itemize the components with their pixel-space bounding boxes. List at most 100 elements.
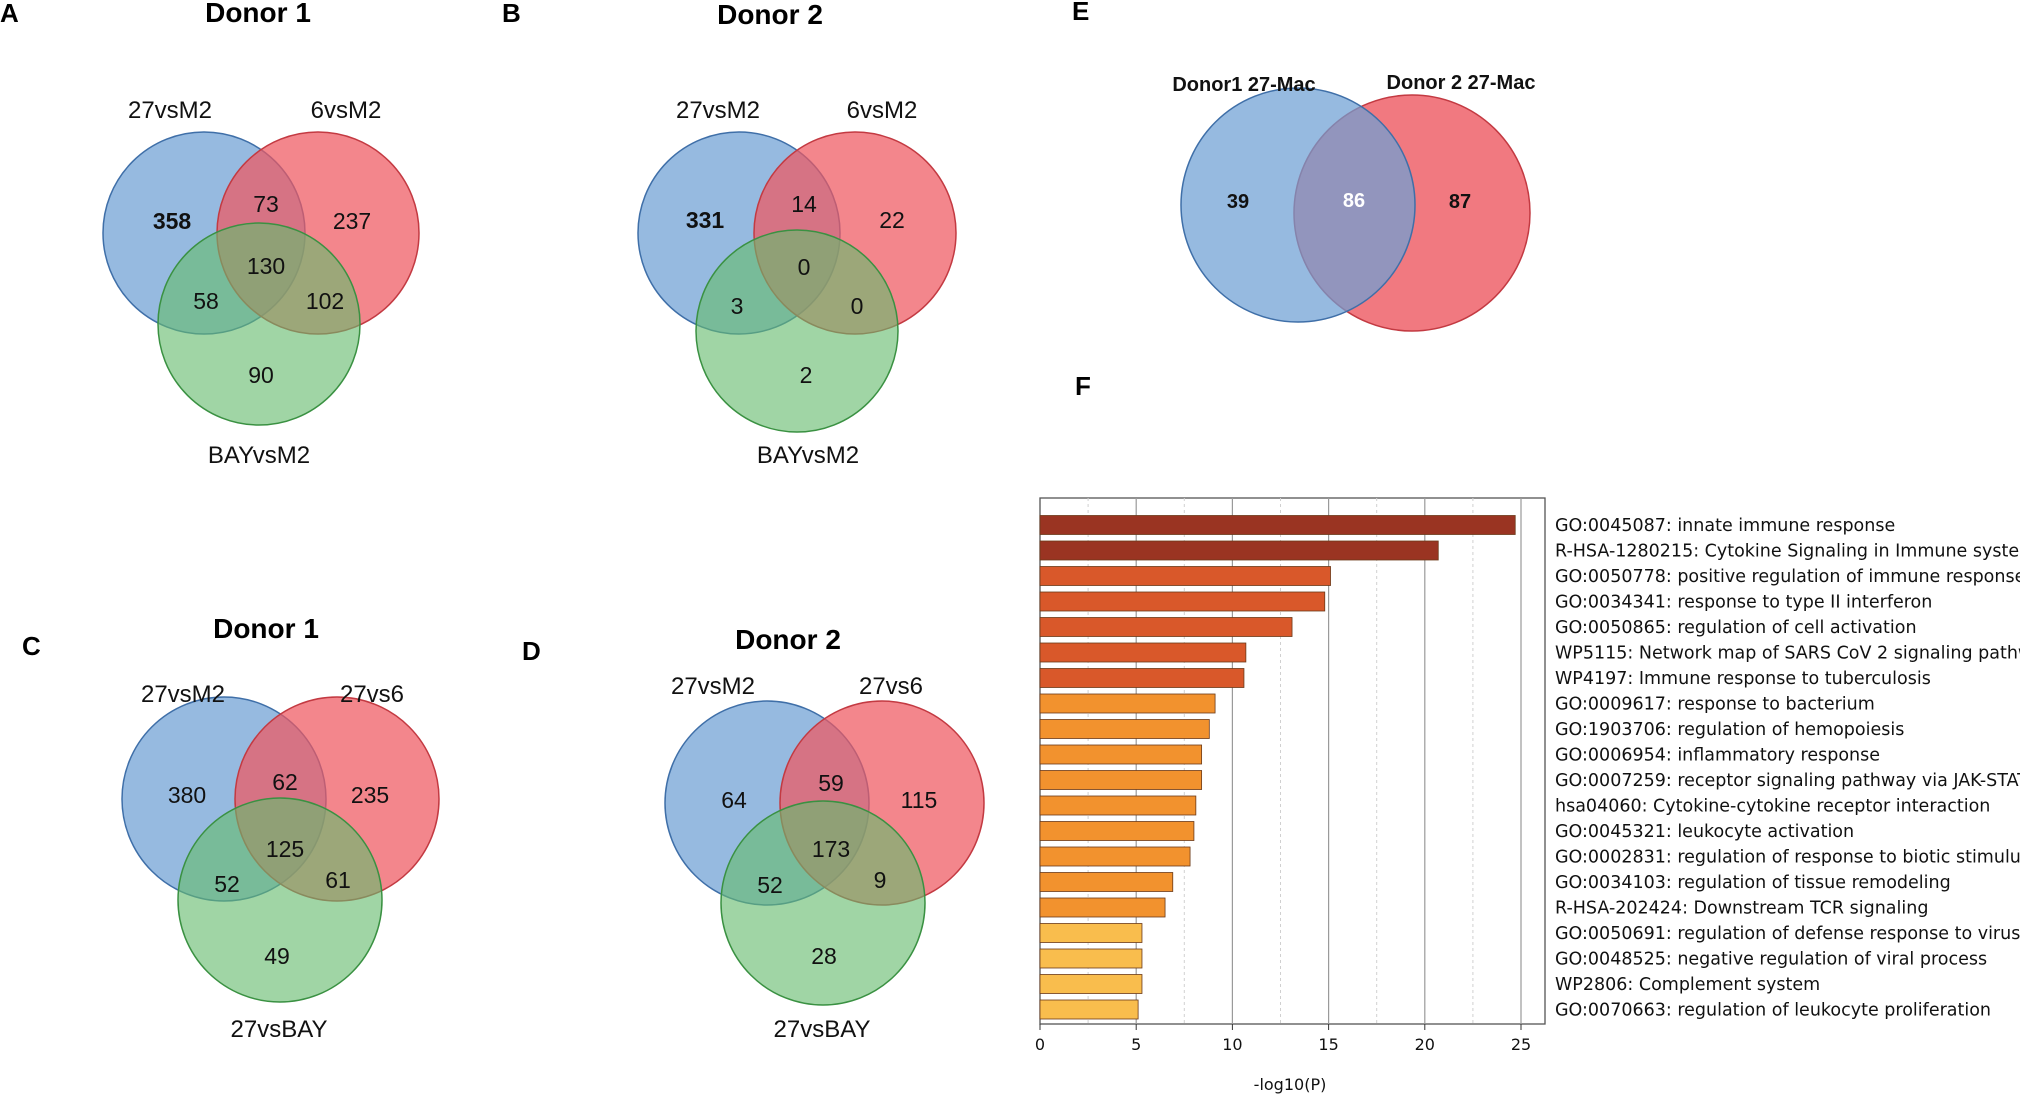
venn-a-region-1-2: 73	[253, 191, 279, 217]
x-tick-label: 10	[1222, 1035, 1242, 1054]
panel-label-e: E	[1072, 0, 1089, 26]
venn-b-region-1-2-3: 0	[798, 254, 811, 280]
venn-c-set1-label: 27vsM2	[141, 681, 225, 708]
category-label: WP2806: Complement system	[1555, 975, 1820, 995]
venn-c-region-only3: 49	[264, 943, 290, 969]
category-label: GO:0034341: response to type II interfer…	[1555, 593, 1932, 613]
bar	[1039, 770, 1203, 790]
bar	[1039, 515, 1516, 535]
bar	[1039, 846, 1191, 867]
category-label: GO:0050778: positive regulation of immun…	[1555, 567, 2020, 587]
venn-b-set3-label: BAYvsM2	[757, 442, 859, 469]
category-label: GO:0009617: response to bacterium	[1555, 695, 1875, 715]
category-label: GO:0070663: regulation of leukocyte prol…	[1555, 1001, 1991, 1021]
venn-a-circle-set3	[157, 222, 361, 426]
venn-c-region-only2: 235	[351, 782, 389, 808]
venn-c-region-1-2-3: 125	[266, 836, 304, 862]
bar	[1039, 999, 1139, 1020]
venn-a-region-1-3: 58	[193, 288, 219, 314]
category-label: GO:0048525: negative regulation of viral…	[1555, 950, 1987, 970]
venn-b-set2-label: 6vsM2	[847, 97, 918, 124]
x-tick-label: 0	[1035, 1035, 1045, 1054]
venn-d-set2-label: 27vs6	[859, 673, 923, 700]
panel-label-a: A	[0, 0, 19, 28]
bar	[1039, 642, 1247, 663]
bar	[1039, 923, 1143, 943]
category-label: GO:0045087: innate immune response	[1555, 516, 1895, 536]
venn-c-set2-label: 27vs6	[340, 681, 404, 708]
venn-c-circle-set3	[177, 797, 383, 1003]
venn-d-region-only3: 28	[811, 943, 837, 969]
category-label: R-HSA-1280215: Cytokine Signaling in Imm…	[1555, 542, 2020, 562]
venn-a-set1-label: 27vsM2	[128, 97, 212, 124]
venn-a-region-2-3: 102	[306, 288, 344, 314]
panel-label-b: B	[502, 0, 521, 28]
venn-b-circle-set3	[695, 229, 899, 433]
venn-d-region-only2: 115	[901, 787, 938, 813]
venn-b-region-1-2: 14	[791, 191, 817, 217]
venn-d-region-1-2-3: 173	[812, 836, 850, 862]
venn-e-set2-label: Donor 2 27-Mac	[1387, 72, 1536, 94]
venn-e-region-only2: 87	[1449, 191, 1471, 213]
bar-chart-f: GO:0045087: innate immune response R-HSA-…	[1035, 497, 2020, 1094]
bar	[1039, 566, 1331, 586]
venn-panel-a: Donor 1 27vsM2 6vsM2 BAYvsM2 358 73 237 …	[102, 0, 420, 469]
venn-d-region-only1: 64	[721, 787, 747, 813]
bar	[1039, 795, 1197, 816]
venn-c-set3-label: 27vsBAY	[231, 1016, 328, 1043]
venn-b-region-only3: 2	[800, 362, 813, 388]
panel-label-d: D	[522, 636, 541, 666]
bar	[1039, 668, 1245, 688]
bar	[1039, 948, 1143, 969]
category-label: GO:0045321: leukocyte activation	[1555, 822, 1854, 842]
venn-b-region-only1: 331	[686, 207, 725, 233]
venn-c-region-1-2: 62	[272, 769, 298, 795]
venn-a-region-1-2-3: 130	[247, 253, 285, 279]
venn-panel-d: Donor 2 27vsM2 27vs6 27vsBAY 64 59 115 1…	[664, 624, 985, 1043]
bar	[1039, 693, 1216, 714]
bar	[1039, 872, 1174, 892]
venn-b-set1-label: 27vsM2	[676, 97, 760, 124]
category-label: WP4197: Immune response to tuberculosis	[1555, 669, 1931, 689]
category-label: GO:1903706: regulation of hemopoiesis	[1555, 720, 1904, 740]
bar	[1039, 719, 1210, 739]
category-label: R-HSA-202424: Downstream TCR signaling	[1555, 899, 1928, 919]
category-label: hsa04060: Cytokine-cytokine receptor int…	[1555, 797, 1990, 817]
venn-d-region-1-3: 52	[757, 872, 783, 898]
bar-chart-x-ticks: 0 5 10 15 20 25	[1035, 1024, 1531, 1054]
venn-c-region-only1: 380	[168, 782, 206, 808]
panel-label-f: F	[1075, 371, 1091, 401]
x-tick-label: 5	[1131, 1035, 1141, 1054]
bar-chart-bars	[1039, 515, 1516, 1020]
venn-d-set3-label: 27vsBAY	[774, 1016, 871, 1043]
venn-c-title: Donor 1	[213, 613, 319, 644]
venn-c-region-2-3: 61	[325, 867, 351, 893]
bar	[1039, 821, 1195, 841]
panel-label-c: C	[22, 631, 41, 661]
venn-b-region-1-3: 3	[731, 293, 744, 319]
venn-d-title: Donor 2	[735, 624, 841, 655]
category-label: WP5115: Network map of SARS CoV 2 signal…	[1555, 644, 2020, 664]
bar-chart-x-axis-label: -log10(P)	[1254, 1075, 1327, 1094]
category-label: GO:0006954: inflammatory response	[1555, 746, 1880, 766]
category-label: GO:0050691: regulation of defense respon…	[1555, 924, 2020, 944]
venn-a-title: Donor 1	[205, 0, 311, 28]
bar	[1039, 744, 1203, 765]
x-tick-label: 20	[1415, 1035, 1435, 1054]
category-label: GO:0002831: regulation of response to bi…	[1555, 848, 2020, 868]
venn-a-region-only1: 358	[153, 208, 192, 234]
venn-e-region-only1: 39	[1227, 191, 1249, 213]
bar	[1039, 617, 1293, 637]
venn-a-region-only2: 237	[333, 208, 371, 234]
bar	[1039, 974, 1143, 994]
venn-panel-b: Donor 2 27vsM2 6vsM2 BAYvsM2 331 14 22 0…	[637, 0, 957, 469]
venn-panel-e: Donor1 27-Mac Donor 2 27-Mac 39 86 87	[1172, 72, 1536, 332]
venn-panel-c: Donor 1 27vsM2 27vs6 27vsBAY 380 62 235 …	[121, 613, 440, 1043]
x-tick-label: 25	[1511, 1035, 1531, 1054]
venn-c-region-1-3: 52	[214, 871, 240, 897]
bar	[1039, 897, 1166, 918]
x-tick-label: 15	[1318, 1035, 1338, 1054]
venn-d-region-1-2: 59	[818, 770, 844, 796]
venn-d-circle-set3	[720, 800, 926, 1006]
